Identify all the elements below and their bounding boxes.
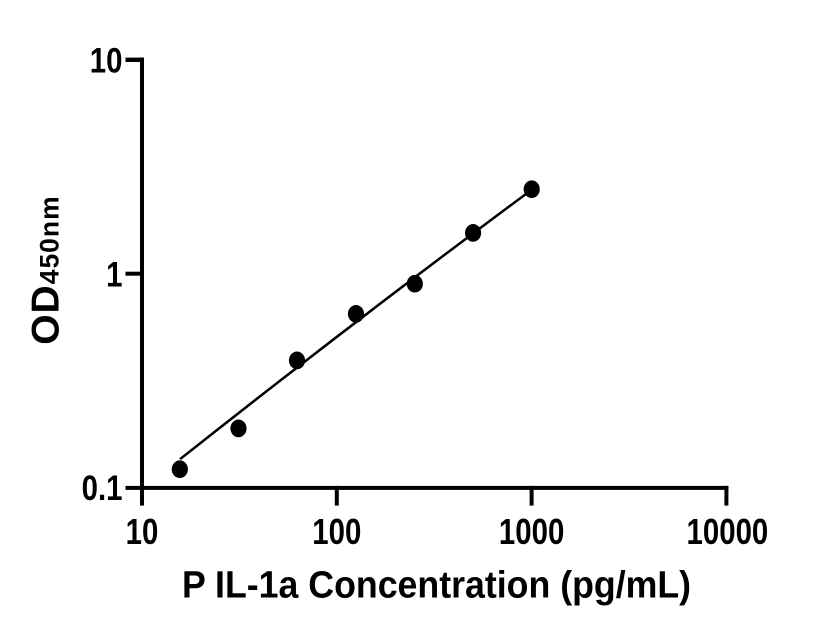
svg-text:OD450nm: OD450nm	[24, 195, 67, 344]
svg-text:1000: 1000	[499, 511, 564, 552]
svg-text:1: 1	[106, 255, 122, 294]
svg-text:10: 10	[126, 511, 159, 552]
svg-text:10: 10	[90, 41, 123, 80]
svg-text:P IL-1a Concentration (pg/mL): P IL-1a Concentration (pg/mL)	[182, 564, 691, 606]
svg-text:10000: 10000	[687, 511, 769, 552]
svg-text:0.1: 0.1	[82, 469, 123, 508]
svg-text:100: 100	[312, 511, 361, 552]
